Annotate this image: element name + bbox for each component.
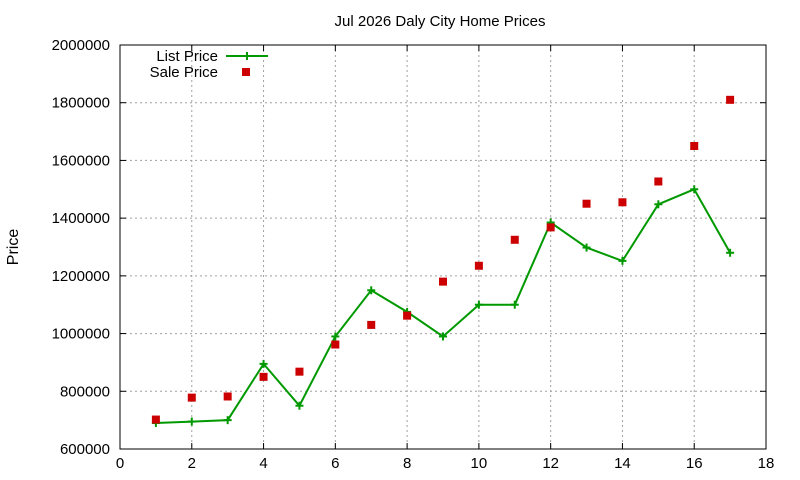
y-tick-label: 1200000 xyxy=(52,268,110,285)
y-tick-label: 600000 xyxy=(60,441,110,458)
list-price-point xyxy=(295,401,304,410)
sale-price-point xyxy=(259,372,268,381)
sale-price-point xyxy=(439,277,447,286)
sale-price-point xyxy=(618,198,627,207)
y-tick-label: 2000000 xyxy=(52,37,110,54)
legend-cross-swatch xyxy=(243,52,251,60)
grid-lines xyxy=(120,45,766,449)
axes: 0 2 4 6 8 10 12 14 16 18 600000 800000 1000000 120000… xyxy=(52,37,775,472)
x-tick-label: 2 xyxy=(188,455,196,472)
sale-price-point xyxy=(151,415,160,424)
x-tick-label: 14 xyxy=(614,455,631,472)
series-0 xyxy=(151,185,735,428)
list-price-point xyxy=(439,332,447,341)
sale-price-point xyxy=(690,142,699,150)
sale-price-point xyxy=(295,367,304,376)
sale-price-point xyxy=(726,95,735,104)
y-tick-label: 1800000 xyxy=(52,95,110,112)
list-price-point xyxy=(726,248,735,257)
list-price-point xyxy=(223,416,232,425)
list-price-point xyxy=(654,200,663,209)
list-price-point xyxy=(510,300,519,309)
sale-price-point xyxy=(403,311,412,320)
y-axis-label: Price xyxy=(5,229,22,266)
sale-price-point xyxy=(582,199,591,208)
list-price-point xyxy=(618,256,627,265)
sale-price-point xyxy=(654,177,663,186)
x-tick-label: 10 xyxy=(471,455,488,472)
sale-price-point xyxy=(223,392,232,401)
x-tick-label: 16 xyxy=(686,455,703,472)
list-price-point xyxy=(367,286,376,295)
list-price-point xyxy=(474,300,483,309)
sale-price-point xyxy=(187,393,196,402)
sale-price-point xyxy=(510,235,519,244)
plot-frame xyxy=(119,44,767,450)
x-tick-label: 18 xyxy=(758,455,775,472)
x-tick-label: 6 xyxy=(331,455,339,472)
legend-label: List Price xyxy=(156,48,218,65)
y-tick-label: 1000000 xyxy=(52,326,110,343)
sale-price-point xyxy=(474,261,483,270)
x-tick-label: 4 xyxy=(259,455,267,472)
chart-title: Jul 2026 Daly City Home Prices xyxy=(335,13,546,30)
list-price-point xyxy=(582,243,591,252)
y-tick-label: 1400000 xyxy=(52,210,110,227)
list-price-point xyxy=(690,185,699,194)
list-price-line xyxy=(155,188,731,424)
data-series xyxy=(151,95,735,428)
list-price-point xyxy=(259,359,268,368)
legend-label: Sale Price xyxy=(150,64,218,81)
y-tick-label: 800000 xyxy=(60,383,110,400)
legend-square-swatch xyxy=(242,68,250,76)
x-tick-label: 8 xyxy=(403,455,411,472)
x-tick-label: 0 xyxy=(116,455,124,472)
series-1 xyxy=(151,95,735,424)
sale-price-point xyxy=(546,223,555,232)
sale-price-point xyxy=(367,320,376,329)
x-tick-label: 12 xyxy=(542,455,559,472)
list-price-point xyxy=(187,417,196,426)
y-tick-label: 1600000 xyxy=(52,152,110,169)
list-price-point xyxy=(331,332,340,341)
sale-price-point xyxy=(331,340,340,349)
